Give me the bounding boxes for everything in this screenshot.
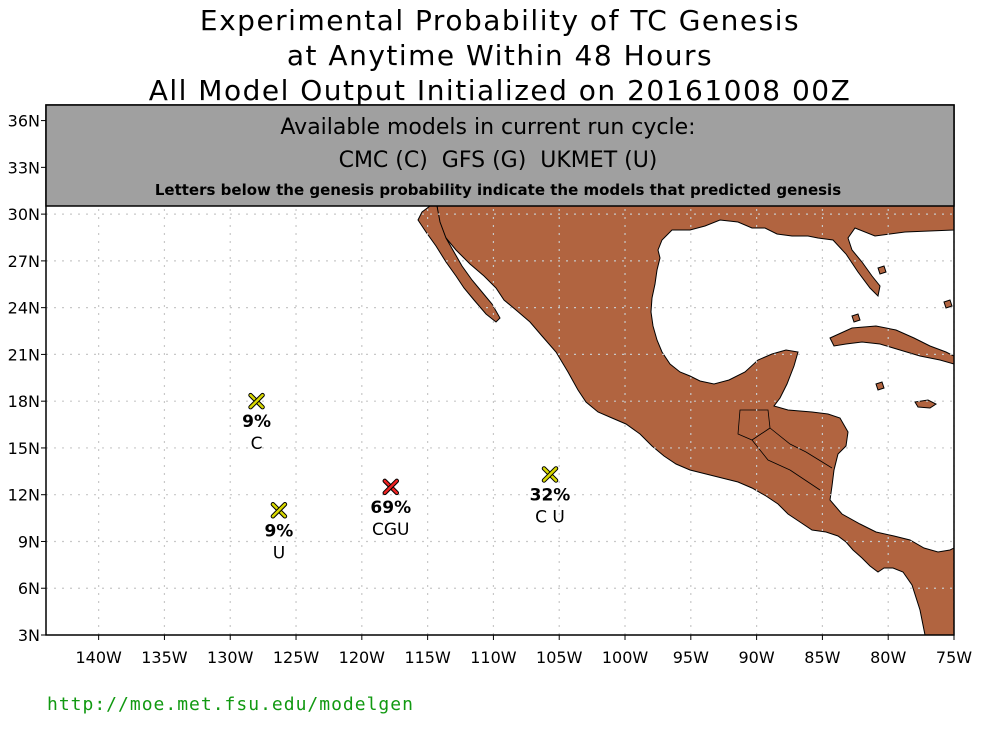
lat-tick-label: 3N: [18, 626, 40, 645]
genesis-marker[interactable]: 32%C U: [530, 466, 571, 527]
lon-tick-label: 110W: [470, 648, 517, 667]
x-mark-icon: [271, 503, 287, 518]
land-layer: [417, 205, 954, 635]
genesis-probability: 69%: [370, 498, 411, 518]
model-letters: U: [273, 543, 285, 563]
lat-tick-label: 9N: [18, 532, 40, 551]
lon-tick-label: 80W: [870, 648, 906, 667]
genesis-marker[interactable]: 69%CGU: [370, 478, 411, 540]
lon-tick-label: 140W: [75, 648, 122, 667]
lon-tick-label: 130W: [207, 648, 254, 667]
lat-tick-label: 12N: [8, 486, 40, 505]
banner-note: Letters below the genesis probability in…: [155, 181, 841, 199]
model-letters: CGU: [372, 520, 410, 540]
lon-tick-label: 135W: [141, 648, 188, 667]
title-line-1: Experimental Probability of TC Genesis: [199, 4, 801, 37]
lat-tick-label: 30N: [8, 205, 40, 224]
country-borders: [737, 409, 833, 491]
lat-tick-label: 18N: [8, 392, 40, 411]
genesis-probability: 9%: [242, 412, 271, 432]
banner-heading: Available models in current run cycle:: [280, 115, 695, 140]
lon-tick-label: 75W: [936, 648, 972, 667]
genesis-marker[interactable]: 9%C: [242, 392, 271, 454]
lon-tick-label: 95W: [673, 648, 709, 667]
model-letters: C U: [535, 507, 565, 527]
banner-box: [45, 104, 955, 207]
axis-ticks: [41, 120, 955, 640]
x-mark-icon: [249, 393, 264, 409]
x-mark-icon: [383, 479, 399, 495]
genesis-probability: 32%: [530, 485, 571, 505]
banner-models: CMC (C) GFS (G) UKMET (U): [339, 148, 658, 173]
title-line-3: All Model Output Initialized on 20161008…: [148, 74, 852, 107]
lat-tick-label: 36N: [8, 112, 40, 131]
lat-tick-label: 24N: [8, 299, 40, 318]
title-line-2: at Anytime Within 48 Hours: [286, 39, 714, 72]
lon-tick-label: 125W: [273, 648, 320, 667]
lon-tick-label: 90W: [739, 648, 775, 667]
caribbean-islands: [914, 399, 937, 409]
lat-tick-label: 27N: [8, 252, 40, 271]
baja-california: [417, 205, 501, 323]
mainland-landmass: [436, 205, 954, 635]
model-letters: C: [251, 434, 263, 454]
lat-tick-label: 21N: [8, 345, 40, 364]
lon-tick-label: 120W: [339, 648, 386, 667]
axis-labels: 3N 6N 9N 12N 15N 18N 21N 24N 27N 30N 33N 36N 140W 135…: [8, 112, 973, 667]
lat-tick-label: 6N: [18, 579, 40, 598]
lat-tick-label: 15N: [8, 439, 40, 458]
genesis-marker[interactable]: 9%U: [264, 502, 293, 563]
cuba: [829, 325, 954, 365]
source-url[interactable]: http://moe.met.fsu.edu/modelgen: [47, 694, 414, 715]
model-banner: Available models in current run cycle: C…: [45, 104, 955, 207]
genesis-probability: 9%: [264, 521, 293, 541]
lon-tick-label: 105W: [536, 648, 583, 667]
small-islands: [851, 265, 953, 391]
lon-tick-label: 115W: [404, 648, 451, 667]
lat-tick-label: 33N: [8, 158, 40, 177]
lon-tick-label: 85W: [804, 648, 840, 667]
x-mark-icon: [542, 467, 558, 482]
lon-tick-label: 100W: [602, 648, 649, 667]
